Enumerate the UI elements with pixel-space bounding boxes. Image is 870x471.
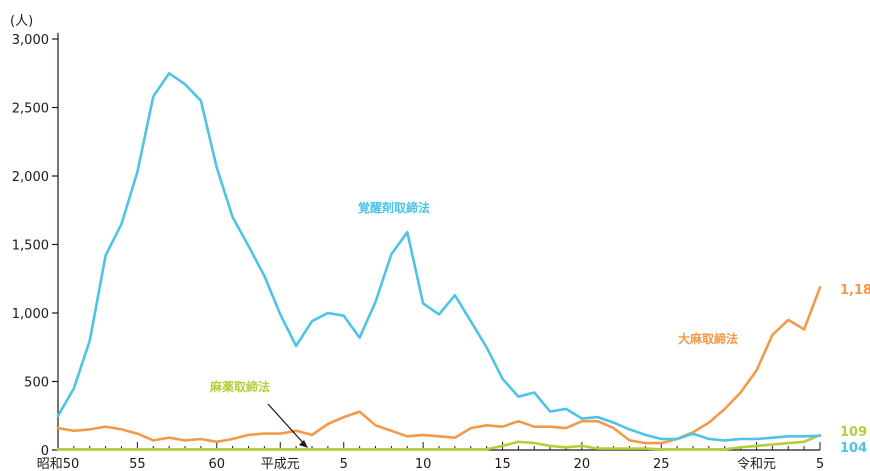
y-axis: 0 500 1,000 1,500 2,000 2,500 3,000 — [12, 33, 59, 459]
x-tick-label: 25 — [653, 457, 670, 471]
series-lines — [56, 72, 822, 451]
y-tick-label: 2,000 — [12, 170, 49, 185]
x-tick-label: 平成元 — [261, 457, 300, 471]
series-end-label: 104 — [840, 441, 867, 456]
series-end-label: 1,187 — [840, 283, 870, 298]
x-tick-label: 15 — [494, 457, 511, 471]
x-tick-label: 55 — [129, 457, 146, 471]
callout-arrowhead — [299, 440, 308, 448]
series-line — [56, 286, 822, 445]
x-tick-label: 令和元 — [737, 457, 776, 471]
y-tick-label: 500 — [24, 376, 49, 391]
series-line — [56, 433, 822, 451]
series-label-cannabis: 大麻取締法 — [678, 331, 738, 346]
x-tick-label: 20 — [574, 457, 591, 471]
series-label-stimulants: 覚醒剤取締法 — [358, 200, 430, 215]
series-line — [56, 72, 822, 442]
narcotics-callout-arrow — [267, 403, 307, 447]
x-tick-label: 60 — [208, 457, 225, 471]
y-tick-label: 1,000 — [12, 307, 49, 322]
y-tick-label: 2,500 — [12, 102, 49, 117]
x-axis: 昭和50 55 60 平成元 5 10 15 20 25 令和元 5 — [37, 442, 824, 471]
series-end-label: 109 — [840, 425, 867, 440]
x-tick-label: 5 — [340, 457, 348, 471]
x-tick-label: 昭和50 — [37, 457, 80, 471]
series-labels: 覚醒剤取締法 大麻取締法 麻薬取締法 — [209, 200, 738, 448]
y-unit-label: (人) — [10, 14, 33, 29]
x-tick-label: 5 — [816, 457, 824, 471]
y-tick-label: 3,000 — [12, 33, 49, 48]
x-tick-label: 10 — [415, 457, 432, 471]
y-tick-label: 0 — [41, 444, 49, 459]
y-tick-label: 1,500 — [12, 239, 49, 254]
series-label-narcotics: 麻薬取締法 — [209, 379, 270, 394]
